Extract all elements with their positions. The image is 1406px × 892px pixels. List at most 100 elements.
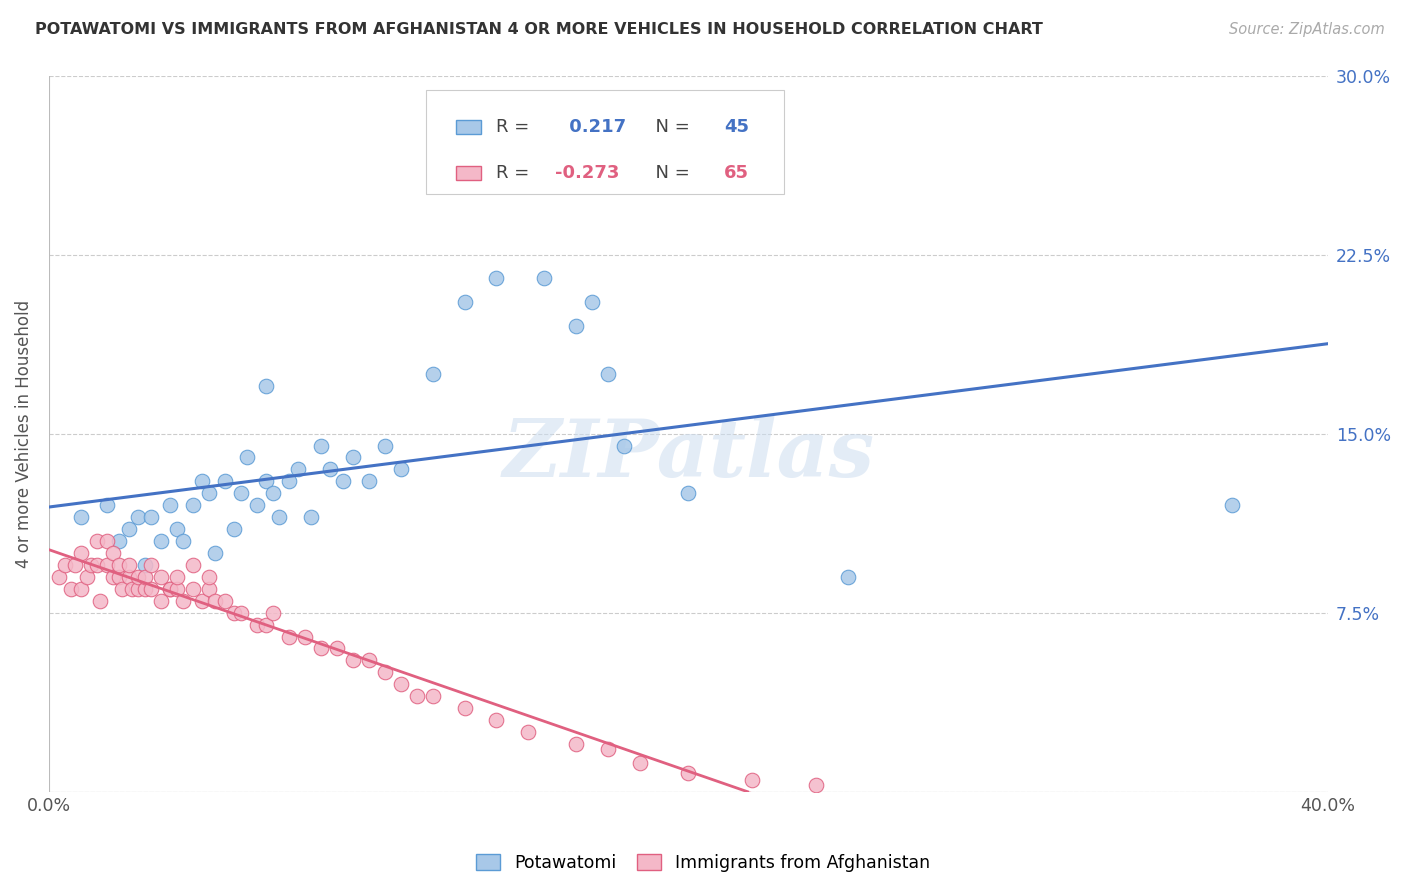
Text: -0.273: -0.273 xyxy=(555,164,620,182)
Point xyxy=(319,462,342,476)
Point xyxy=(254,617,277,632)
Point xyxy=(678,765,700,780)
Point xyxy=(53,558,76,572)
Point xyxy=(517,725,540,739)
Point xyxy=(204,546,226,560)
Point xyxy=(389,462,412,476)
Text: N =: N = xyxy=(644,164,695,182)
Point xyxy=(70,546,93,560)
Point xyxy=(108,558,131,572)
Point xyxy=(70,510,93,524)
Point xyxy=(172,593,194,607)
Point xyxy=(96,498,118,512)
Point xyxy=(141,582,163,596)
Point xyxy=(269,510,291,524)
Point xyxy=(111,582,134,596)
Point xyxy=(134,558,156,572)
Text: 45: 45 xyxy=(724,119,749,136)
Bar xyxy=(456,120,481,135)
Point xyxy=(485,713,508,727)
Point xyxy=(118,558,141,572)
Point xyxy=(598,367,620,381)
Point xyxy=(127,582,149,596)
Legend: Potawatomi, Immigrants from Afghanistan: Potawatomi, Immigrants from Afghanistan xyxy=(468,847,938,879)
Point xyxy=(309,438,332,452)
Point xyxy=(246,617,269,632)
Point xyxy=(204,593,226,607)
Point xyxy=(118,522,141,536)
Point xyxy=(127,510,149,524)
Point xyxy=(332,475,354,489)
Point xyxy=(89,593,111,607)
Point xyxy=(70,582,93,596)
Point xyxy=(287,462,309,476)
Point xyxy=(96,534,118,549)
Point xyxy=(453,295,475,310)
Point xyxy=(294,630,316,644)
Point xyxy=(565,737,588,751)
Point xyxy=(159,498,181,512)
Point xyxy=(214,475,236,489)
Point xyxy=(48,570,70,584)
Point xyxy=(374,438,396,452)
Point xyxy=(262,486,284,500)
Point xyxy=(533,271,555,285)
Point xyxy=(159,582,181,596)
Point xyxy=(166,570,188,584)
Point xyxy=(1220,498,1243,512)
Point xyxy=(166,522,188,536)
Point xyxy=(149,534,172,549)
Point xyxy=(389,677,412,691)
Point xyxy=(166,582,188,596)
Point xyxy=(101,570,124,584)
Point xyxy=(224,522,246,536)
Point xyxy=(76,570,98,584)
Point xyxy=(134,570,156,584)
Point xyxy=(422,690,444,704)
Point xyxy=(299,510,322,524)
Point xyxy=(108,534,131,549)
Point xyxy=(804,778,827,792)
Point xyxy=(485,271,508,285)
Point xyxy=(678,486,700,500)
Y-axis label: 4 or more Vehicles in Household: 4 or more Vehicles in Household xyxy=(15,300,32,567)
Point xyxy=(172,534,194,549)
Point xyxy=(118,570,141,584)
Point xyxy=(181,582,204,596)
Point xyxy=(191,593,214,607)
Point xyxy=(628,756,651,770)
Point xyxy=(101,546,124,560)
Point xyxy=(422,367,444,381)
Point xyxy=(141,558,163,572)
Point xyxy=(254,379,277,393)
Point xyxy=(565,319,588,334)
Point xyxy=(342,450,364,465)
Point xyxy=(79,558,101,572)
Point xyxy=(224,606,246,620)
Point xyxy=(453,701,475,715)
Point xyxy=(86,558,108,572)
Text: 65: 65 xyxy=(724,164,749,182)
Bar xyxy=(456,166,481,180)
Point xyxy=(613,438,636,452)
Point xyxy=(86,534,108,549)
Point xyxy=(198,570,221,584)
Text: R =: R = xyxy=(496,164,536,182)
Point xyxy=(246,498,269,512)
Point xyxy=(277,630,299,644)
Point xyxy=(149,593,172,607)
Point xyxy=(277,475,299,489)
Point xyxy=(598,741,620,756)
Point xyxy=(357,653,380,667)
Text: R =: R = xyxy=(496,119,536,136)
Point xyxy=(229,606,252,620)
Point xyxy=(63,558,86,572)
Point xyxy=(325,641,347,656)
Point xyxy=(134,582,156,596)
Point xyxy=(741,772,763,787)
Point xyxy=(309,641,332,656)
Point xyxy=(262,606,284,620)
Text: POTAWATOMI VS IMMIGRANTS FROM AFGHANISTAN 4 OR MORE VEHICLES IN HOUSEHOLD CORREL: POTAWATOMI VS IMMIGRANTS FROM AFGHANISTA… xyxy=(35,22,1043,37)
Point xyxy=(581,295,603,310)
Point xyxy=(149,570,172,584)
